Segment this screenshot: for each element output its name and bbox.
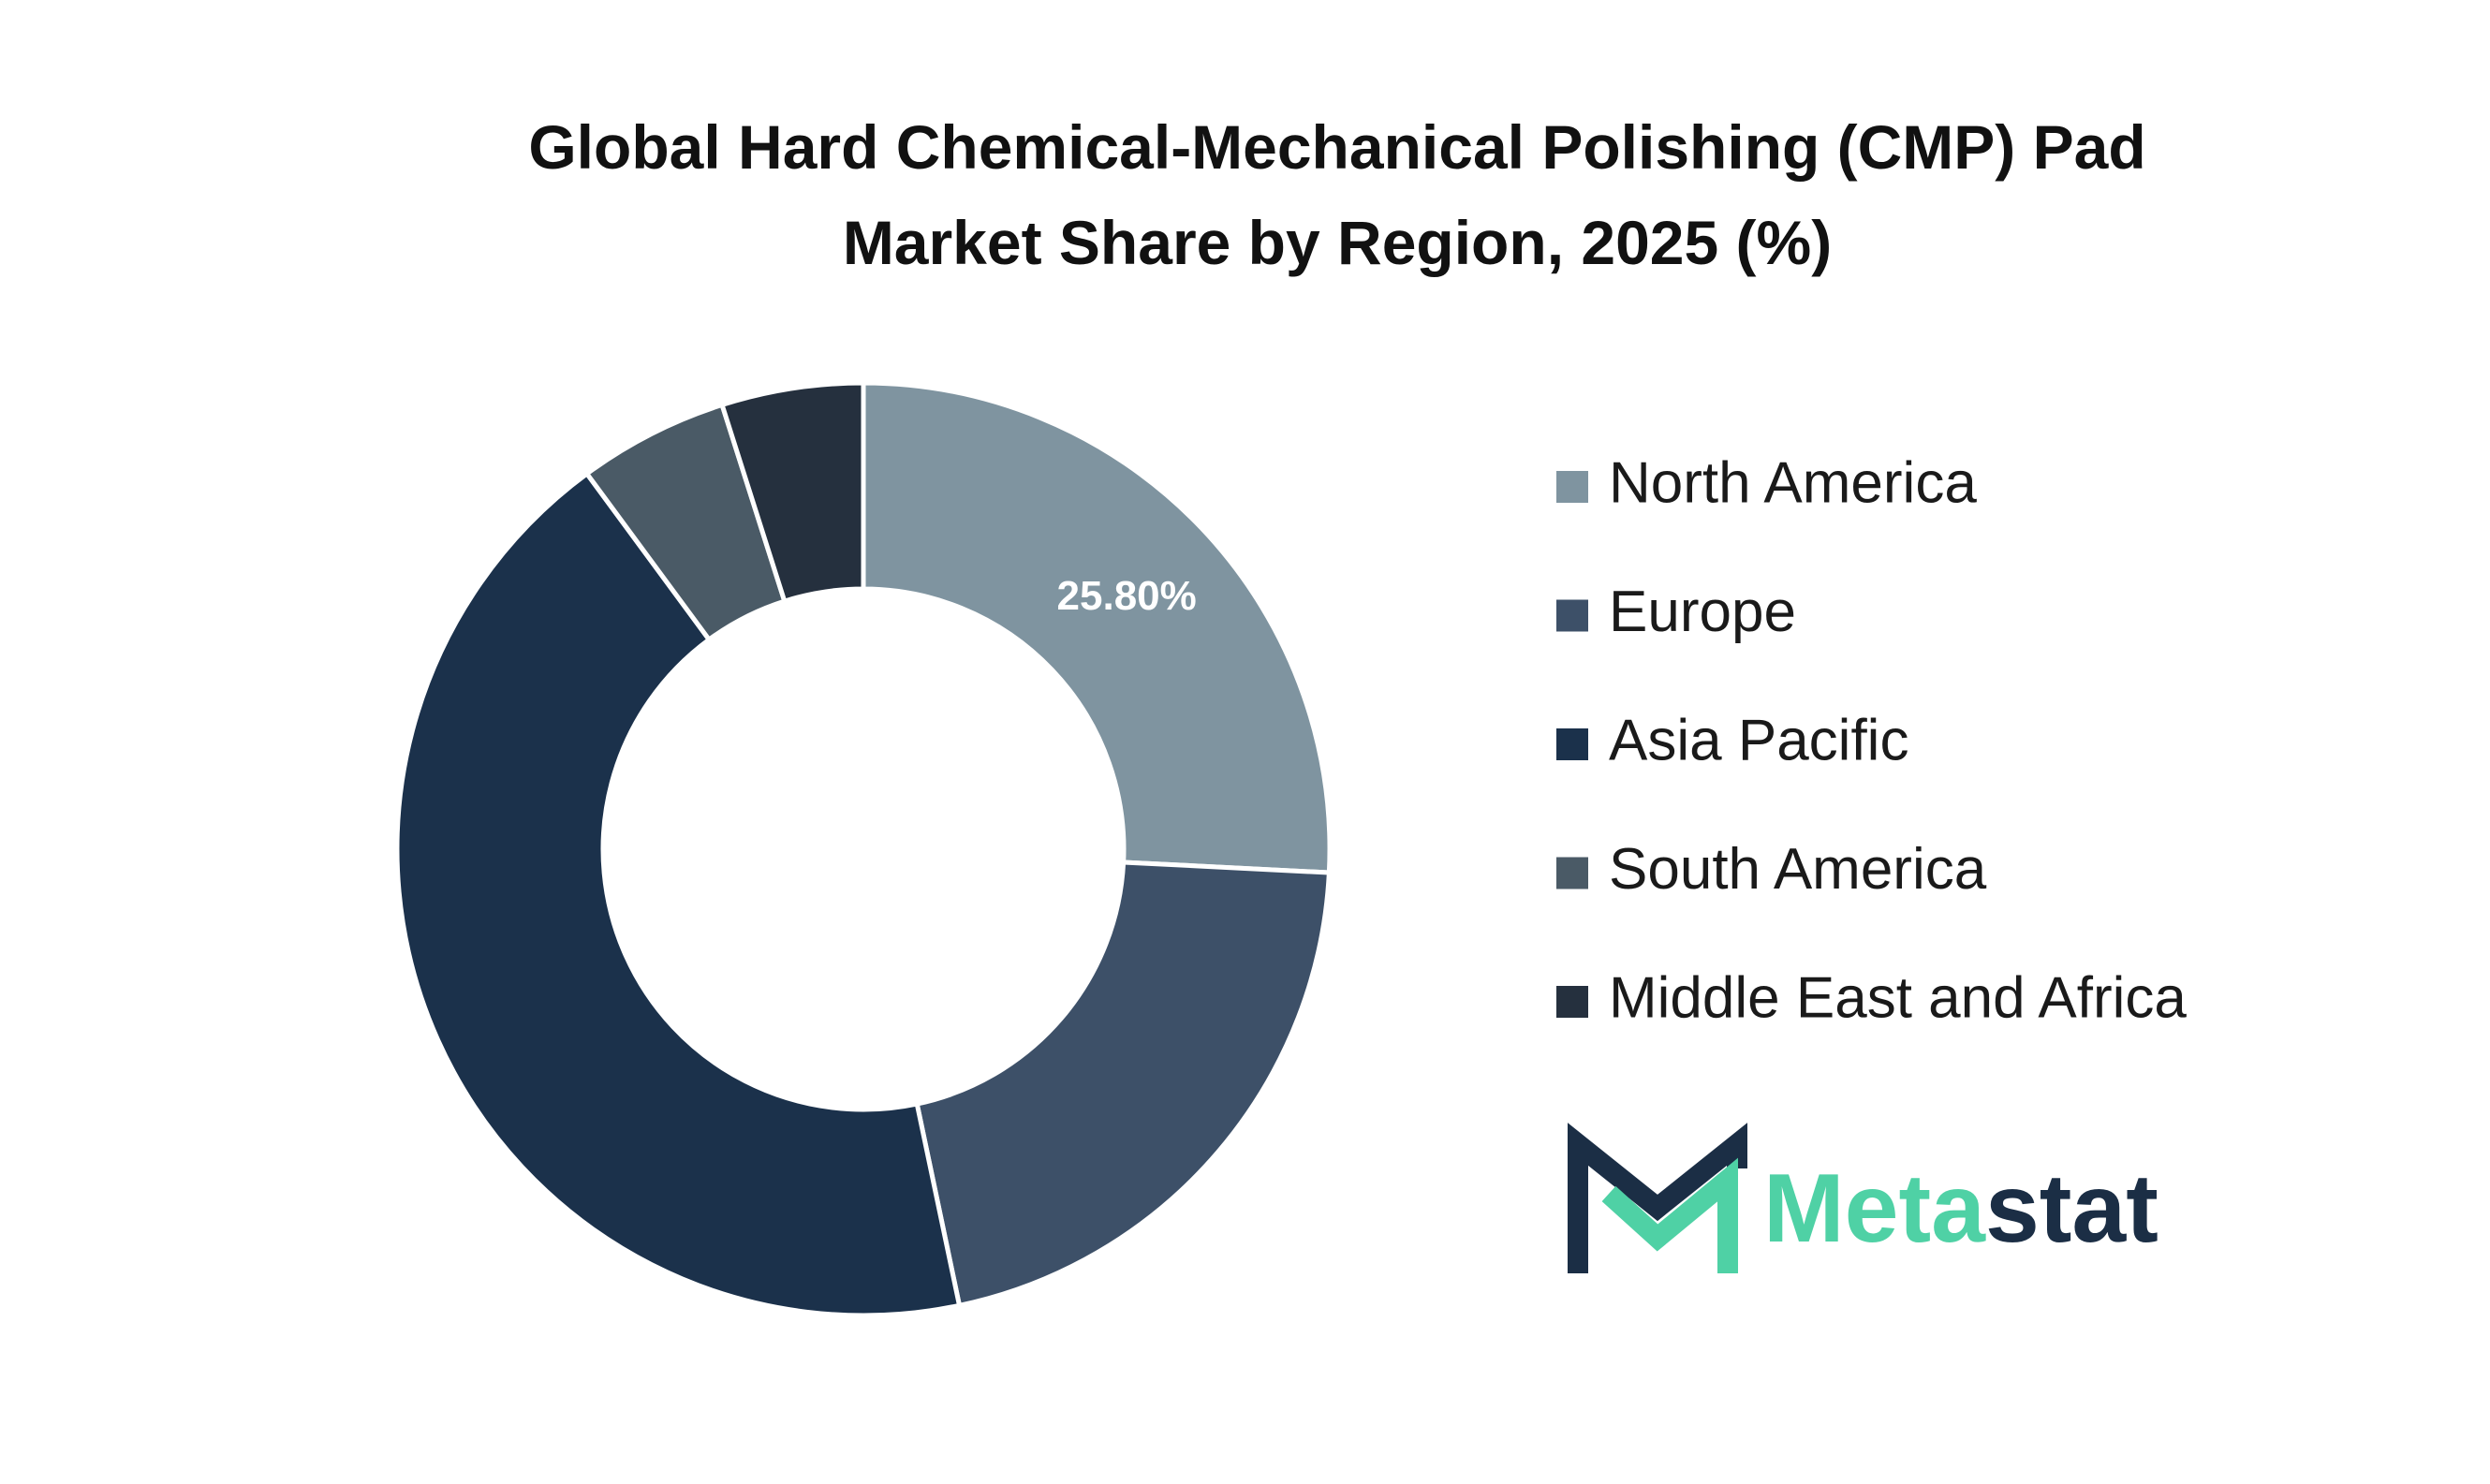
logo: Metastat: [1568, 1123, 2158, 1273]
chart-title: Market Share by Region, 2025 (%): [843, 208, 1832, 277]
legend-label: Middle East and Africa: [1609, 965, 2187, 1030]
donut-segment: [718, 380, 866, 605]
logo-icon: [1568, 1123, 1747, 1273]
legend-swatch: [1556, 728, 1588, 760]
legend-swatch: [1556, 857, 1588, 889]
legend-label: Asia Pacific: [1609, 708, 1908, 772]
donut-segment: [914, 860, 1332, 1309]
donut-segment: [861, 380, 1333, 875]
legend-label: North America: [1609, 450, 1977, 515]
legend-swatch: [1556, 471, 1588, 503]
value-label: 25.80%: [1057, 573, 1197, 619]
logo-text: Metastat: [1763, 1154, 2158, 1263]
donut-segment: [394, 470, 963, 1318]
legend-label: Europe: [1609, 580, 1796, 644]
legend-swatch: [1556, 599, 1588, 632]
logo-part: Meta: [1763, 1154, 1986, 1263]
legend-swatch: [1556, 986, 1588, 1018]
chart-title: Global Hard Chemical-Mechanical Polishin…: [528, 112, 2145, 182]
logo-icon: [1601, 1157, 1738, 1273]
legend-label: South America: [1609, 837, 1987, 902]
logo-part: stat: [1985, 1154, 2158, 1263]
